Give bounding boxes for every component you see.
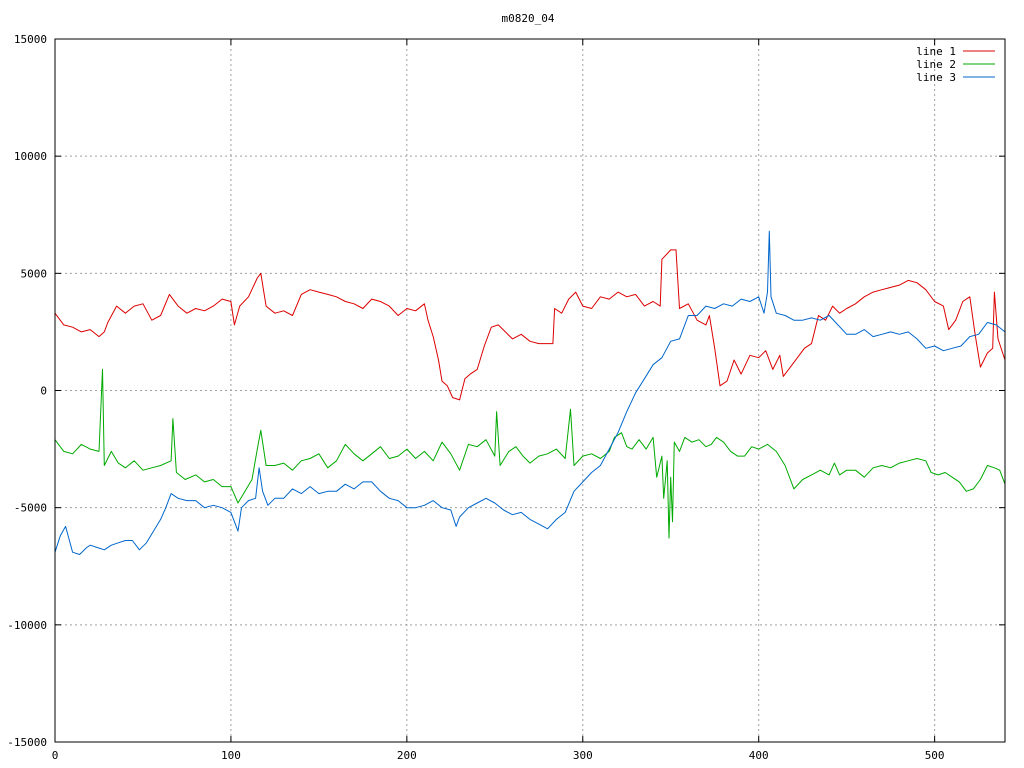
legend-label-2: line 2: [916, 58, 956, 71]
x-tick-label: 0: [52, 749, 59, 762]
x-tick-label: 400: [749, 749, 769, 762]
x-tick-label: 300: [573, 749, 593, 762]
x-tick-label: 200: [397, 749, 417, 762]
y-tick-label: 0: [40, 385, 47, 398]
x-tick-label: 100: [221, 749, 241, 762]
series-line-3: [54, 230, 1006, 555]
series-line-2: [54, 368, 1006, 539]
grid-lines: [55, 39, 1005, 742]
chart-title: m0820_04: [502, 12, 555, 25]
y-tick-label: 10000: [14, 150, 47, 163]
legend-label-3: line 3: [916, 71, 956, 84]
y-tick-label: 5000: [21, 267, 48, 280]
series-lines: [54, 230, 1006, 555]
x-tick-label: 500: [925, 749, 945, 762]
x-axis-tick-labels: 0 100 200 300 400 500: [52, 749, 945, 762]
y-tick-label: -15000: [7, 736, 47, 749]
axis-ticks: [54, 38, 1005, 743]
y-axis-tick-labels: -15000 -10000 -5000 0 5000 10000 15000: [7, 33, 47, 749]
y-tick-label: 15000: [14, 33, 47, 46]
series-line-1: [54, 249, 1006, 401]
y-tick-label: -10000: [7, 619, 47, 632]
legend-label-1: line 1: [916, 45, 956, 58]
y-tick-label: -5000: [14, 502, 47, 515]
